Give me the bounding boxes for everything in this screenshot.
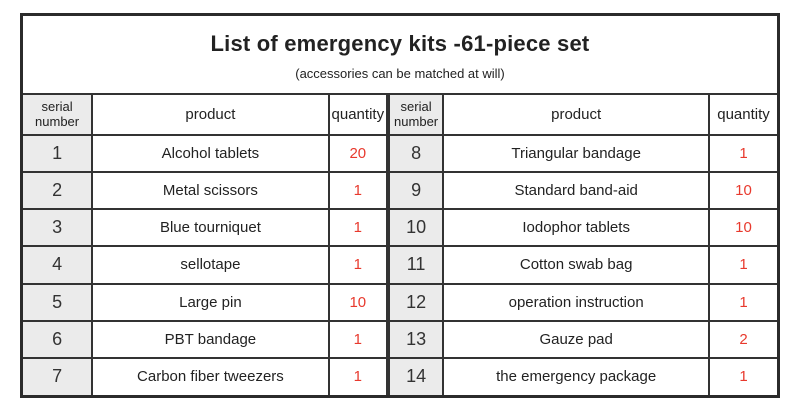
table-row: 3 Blue tourniquet 1 <box>23 208 388 248</box>
serial-number-cell: 9 <box>387 171 445 211</box>
quantity-cell: 10 <box>708 208 777 248</box>
kit-table-left-body: 1 Alcohol tablets 20 2 Metal scissors 1 3 Blue … <box>23 133 388 395</box>
column-header-serial-number: serial number <box>23 95 94 136</box>
page-title: List of emergency kits -61-piece set <box>210 30 590 56</box>
product-cell: Metal scissors <box>91 171 330 211</box>
serial-number-cell: 8 <box>387 133 445 174</box>
table-row: 1 Alcohol tablets 20 <box>23 133 388 174</box>
quantity-cell: 20 <box>327 133 388 174</box>
quantity-cell: 1 <box>708 133 777 174</box>
product-cell: sellotape <box>91 245 330 285</box>
kit-table-right-header: serial number product quantity <box>387 95 777 136</box>
title-area: List of emergency kits -61-piece set (ac… <box>23 16 777 93</box>
table-row: 13 Gauze pad 2 <box>387 319 777 359</box>
serial-number-cell: 12 <box>387 282 445 322</box>
table-row: 8 Triangular bandage 1 <box>387 133 777 174</box>
quantity-cell: 1 <box>708 356 777 395</box>
kit-table-right-body: 8 Triangular bandage 1 9 Standard band-aid 10… <box>387 133 777 395</box>
serial-number-cell: 3 <box>23 208 94 248</box>
product-cell: Cotton swab bag <box>442 245 711 285</box>
serial-number-cell: 7 <box>23 356 94 395</box>
quantity-cell: 10 <box>708 171 777 211</box>
product-cell: Large pin <box>91 282 330 322</box>
kit-table-left-header: serial number product quantity <box>23 95 388 136</box>
quantity-cell: 1 <box>327 319 388 359</box>
product-cell: Blue tourniquet <box>91 208 330 248</box>
quantity-cell: 1 <box>327 171 388 211</box>
serial-number-cell: 5 <box>23 282 94 322</box>
product-cell: Iodophor tablets <box>442 208 711 248</box>
column-header-product: product <box>91 95 330 136</box>
quantity-cell: 10 <box>327 282 388 322</box>
product-cell: operation instruction <box>442 282 711 322</box>
quantity-cell: 1 <box>327 356 388 395</box>
serial-number-cell: 6 <box>23 319 94 359</box>
table-row: 12 operation instruction 1 <box>387 282 777 322</box>
kit-table-left: serial number product quantity 1 Alcohol … <box>23 95 388 395</box>
quantity-cell: 1 <box>327 245 388 285</box>
quantity-cell: 1 <box>708 245 777 285</box>
serial-number-cell: 14 <box>387 356 445 395</box>
page-subtitle: (accessories can be matched at will) <box>295 65 505 81</box>
table-row: 10 Iodophor tablets 10 <box>387 208 777 248</box>
quantity-cell: 2 <box>708 319 777 359</box>
table-row: 4 sellotape 1 <box>23 245 388 285</box>
kit-table-right: serial number product quantity 8 Triangul… <box>387 95 777 395</box>
column-header-quantity: quantity <box>327 95 388 136</box>
table-row: 14 the emergency package 1 <box>387 356 777 395</box>
serial-number-cell: 10 <box>387 208 445 248</box>
table-row: 9 Standard band-aid 10 <box>387 171 777 211</box>
column-header-product: product <box>442 95 711 136</box>
column-header-quantity: quantity <box>708 95 777 136</box>
product-cell: Gauze pad <box>442 319 711 359</box>
column-header-serial-number: serial number <box>387 95 445 136</box>
table-row: 5 Large pin 10 <box>23 282 388 322</box>
product-cell: the emergency package <box>442 356 711 395</box>
product-cell: Alcohol tablets <box>91 133 330 174</box>
quantity-cell: 1 <box>708 282 777 322</box>
header-row: serial number product quantity <box>23 95 388 136</box>
kit-tables: serial number product quantity 1 Alcohol … <box>23 93 777 395</box>
table-row: 7 Carbon fiber tweezers 1 <box>23 356 388 395</box>
emergency-kit-list-card: List of emergency kits -61-piece set (ac… <box>20 13 780 398</box>
serial-number-cell: 11 <box>387 245 445 285</box>
table-row: 6 PBT bandage 1 <box>23 319 388 359</box>
product-cell: PBT bandage <box>91 319 330 359</box>
product-cell: Carbon fiber tweezers <box>91 356 330 395</box>
header-row: serial number product quantity <box>387 95 777 136</box>
product-cell: Triangular bandage <box>442 133 711 174</box>
product-cell: Standard band-aid <box>442 171 711 211</box>
serial-number-cell: 1 <box>23 133 94 174</box>
serial-number-cell: 2 <box>23 171 94 211</box>
serial-number-cell: 13 <box>387 319 445 359</box>
table-row: 11 Cotton swab bag 1 <box>387 245 777 285</box>
table-row: 2 Metal scissors 1 <box>23 171 388 211</box>
serial-number-cell: 4 <box>23 245 94 285</box>
quantity-cell: 1 <box>327 208 388 248</box>
